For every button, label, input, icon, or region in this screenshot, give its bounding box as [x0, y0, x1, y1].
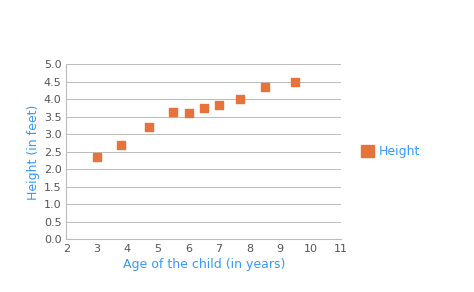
X-axis label: Age of the child (in years): Age of the child (in years) — [123, 258, 285, 272]
Point — [261, 85, 269, 89]
Point — [292, 79, 299, 84]
Point — [93, 155, 100, 159]
Point — [170, 109, 177, 114]
Point — [118, 142, 125, 147]
Point — [185, 111, 192, 116]
Legend: Height: Height — [361, 145, 420, 158]
Point — [237, 97, 244, 102]
Y-axis label: Height (in feet): Height (in feet) — [27, 104, 40, 199]
Point — [145, 125, 153, 130]
Point — [215, 102, 223, 107]
Point — [200, 106, 208, 110]
